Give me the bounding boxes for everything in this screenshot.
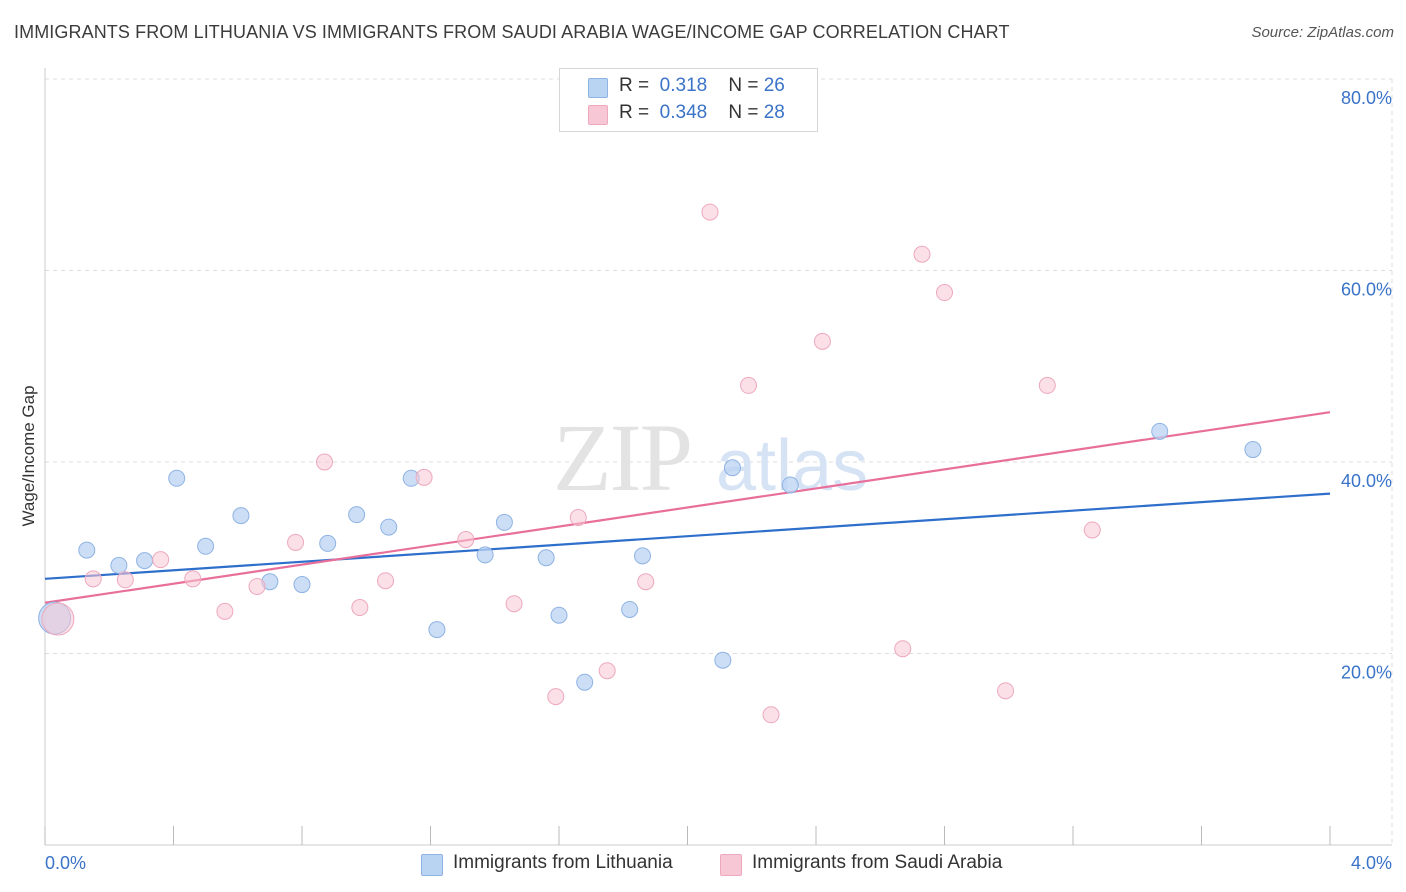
labels-layer: 20.0% 40.0% 60.0% 80.0% 0.0% 4.0% — [45, 88, 1392, 873]
data-point-saudi-arabia — [936, 284, 953, 302]
data-point-saudi-arabia — [415, 468, 433, 486]
data-point-lithuania — [537, 549, 555, 567]
data-point-lithuania — [634, 547, 652, 565]
data-point-saudi-arabia — [184, 570, 202, 588]
legend-n-value-saudi-arabia: 28 — [763, 102, 785, 123]
x-tick-label: 0.0% — [45, 853, 86, 873]
data-point-saudi-arabia — [287, 533, 305, 551]
trend-layer — [44, 411, 1331, 604]
data-point-saudi-arabia — [248, 577, 266, 595]
data-point-saudi-arabia — [813, 332, 831, 350]
data-point-saudi-arabia — [547, 688, 565, 706]
data-point-lithuania — [428, 621, 446, 639]
data-point-lithuania — [723, 459, 741, 477]
legend-n-label: N = — [728, 75, 759, 96]
legend-n-label: N = — [728, 102, 759, 123]
data-point-lithuania — [232, 507, 250, 525]
data-point-lithuania — [319, 534, 337, 552]
legend-r-value-lithuania: 0.318 — [659, 75, 708, 96]
data-point-lithuania — [476, 546, 494, 564]
data-point-saudi-arabia — [152, 551, 170, 569]
legend-r-label: R = — [619, 75, 650, 96]
data-point-saudi-arabia — [1038, 376, 1056, 394]
data-point-saudi-arabia — [701, 203, 719, 221]
watermark-zip: ZIP — [553, 404, 691, 511]
legend-stats-lithuania: R = 0.318 N = 26 — [619, 75, 785, 97]
data-point-saudi-arabia — [598, 662, 616, 680]
data-point-saudi-arabia — [315, 453, 333, 471]
data-point-saudi-arabia — [116, 571, 134, 589]
points-layer — [38, 203, 1262, 724]
data-point-saudi-arabia — [216, 602, 234, 620]
x-tick-label: 4.0% — [1351, 853, 1392, 873]
y-tick-label: 80.0% — [1341, 88, 1392, 108]
data-point-saudi-arabia — [762, 706, 780, 724]
y-tick-label: 20.0% — [1341, 663, 1392, 683]
stats-legend: R = 0.318 N = 26 R = 0.348 N = 28 — [559, 68, 818, 132]
legend-r-label: R = — [619, 102, 650, 123]
series-label-saudi-arabia: Immigrants from Saudi Arabia — [752, 852, 1003, 873]
data-point-saudi-arabia — [997, 682, 1015, 700]
y-tick-label: 60.0% — [1341, 280, 1392, 300]
data-point-lithuania — [1151, 422, 1169, 440]
data-point-saudi-arabia — [569, 509, 587, 527]
data-point-lithuania — [197, 537, 215, 555]
data-point-lithuania — [576, 673, 594, 691]
trend-line-saudi-arabia — [44, 411, 1331, 604]
legend-n-value-lithuania: 26 — [763, 75, 785, 96]
data-point-lithuania — [110, 556, 128, 574]
data-point-lithuania — [380, 518, 398, 536]
data-point-lithuania — [1244, 441, 1262, 459]
source-credit: Source: ZipAtlas.com — [1251, 24, 1394, 41]
series-label-lithuania: Immigrants from Lithuania — [453, 852, 673, 873]
data-point-saudi-arabia — [637, 573, 655, 591]
y-axis-title: Wage/Income Gap — [19, 385, 38, 526]
data-point-saudi-arabia — [457, 531, 475, 549]
data-point-saudi-arabia — [913, 245, 931, 263]
data-point-lithuania — [348, 506, 366, 524]
data-point-saudi-arabia — [894, 640, 912, 658]
data-point-lithuania — [495, 513, 513, 531]
legend-stats-saudi-arabia: R = 0.348 N = 28 — [619, 102, 785, 124]
trend-line-lithuania — [44, 492, 1331, 580]
data-point-saudi-arabia — [84, 570, 102, 588]
data-point-saudi-arabia — [351, 599, 369, 617]
legend-swatch-saudi-arabia — [588, 105, 608, 125]
data-point-lithuania — [168, 469, 186, 487]
legend-swatch-lithuania — [588, 78, 608, 98]
axes-layer — [44, 68, 1392, 846]
data-point-lithuania — [136, 552, 154, 570]
series-swatch-lithuania — [421, 854, 443, 876]
data-point-saudi-arabia — [1083, 521, 1101, 539]
data-point-lithuania — [550, 606, 568, 624]
data-point-lithuania — [714, 651, 732, 669]
legend-r-value-saudi-arabia: 0.348 — [659, 102, 708, 123]
data-point-lithuania — [621, 600, 639, 618]
y-tick-label: 40.0% — [1341, 471, 1392, 491]
data-point-saudi-arabia — [41, 602, 75, 636]
data-point-lithuania — [781, 476, 799, 494]
chart-title: IMMIGRANTS FROM LITHUANIA VS IMMIGRANTS … — [14, 22, 1010, 42]
data-point-saudi-arabia — [377, 572, 395, 590]
data-point-saudi-arabia — [740, 376, 758, 394]
watermark: ZIP atlas — [553, 404, 868, 511]
data-point-lithuania — [78, 541, 96, 559]
data-point-lithuania — [293, 576, 311, 594]
data-point-saudi-arabia — [505, 595, 523, 613]
series-swatch-saudi-arabia — [720, 854, 742, 876]
